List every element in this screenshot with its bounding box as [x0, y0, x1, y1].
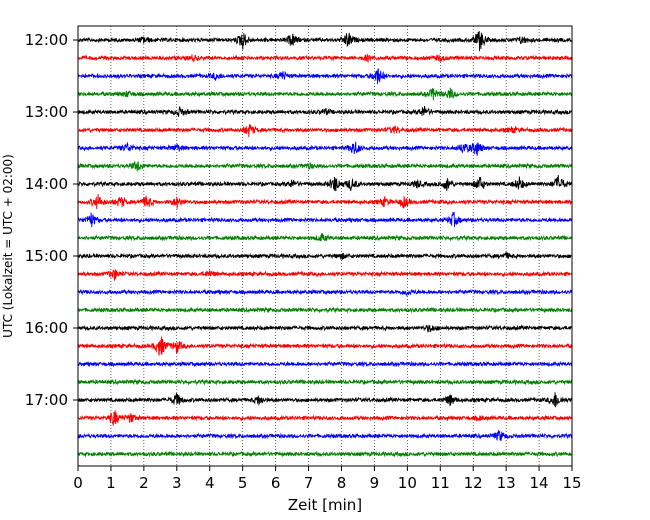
vertical-grid-lines	[110, 26, 540, 466]
y-tick-label: 13:00	[25, 103, 68, 121]
x-tick-label: 2	[139, 474, 149, 492]
trace-1545	[77, 306, 573, 314]
x-tick-label: 14	[530, 474, 549, 492]
x-tick-label: 4	[205, 474, 215, 492]
y-tick-label: 16:00	[25, 319, 68, 337]
x-tick-label: 1	[106, 474, 116, 492]
trace-1400	[77, 174, 573, 192]
x-tick-label: 7	[304, 474, 314, 492]
trace-1415	[77, 194, 573, 210]
trace-1630	[77, 360, 573, 368]
x-tick-label: 11	[431, 474, 450, 492]
trace-1530	[77, 288, 573, 298]
trace-1200	[77, 30, 573, 52]
x-axis-label: Zeit [min]	[288, 496, 362, 514]
trace-1330	[77, 141, 573, 156]
x-tick-label: 9	[370, 474, 380, 492]
y-axis-label: UTC (Lokalzeit = UTC + 02:00)	[1, 154, 15, 338]
trace-1600	[77, 324, 573, 333]
trace-1700	[77, 392, 573, 408]
x-tick-label: 15	[562, 474, 581, 492]
trace-1715	[77, 410, 573, 426]
x-tick-label: 8	[337, 474, 347, 492]
trace-1215	[77, 54, 573, 64]
trace-1430	[77, 211, 573, 228]
trace-1245	[77, 87, 573, 101]
trace-1230	[77, 68, 573, 85]
trace-1615	[77, 336, 573, 356]
trace-1345	[77, 161, 573, 172]
x-tick-label: 12	[464, 474, 483, 492]
x-tick-label: 13	[497, 474, 516, 492]
y-tick-label: 12:00	[25, 31, 68, 49]
trace-1300	[77, 105, 573, 117]
seismogram-traces	[77, 30, 573, 458]
y-tick-label: 14:00	[25, 175, 68, 193]
x-axis-ticks: 0 1 2 3 4 5 6 7 8 9 10 11 12 13 14 15	[73, 466, 582, 492]
plot-frame	[77, 25, 573, 467]
y-tick-label: 15:00	[25, 247, 68, 265]
trace-1315	[77, 123, 573, 138]
x-tick-label: 6	[271, 474, 281, 492]
x-tick-label: 10	[398, 474, 417, 492]
y-tick-label: 17:00	[25, 391, 68, 409]
trace-1645	[77, 378, 573, 386]
x-tick-label: 3	[172, 474, 182, 492]
trace-1500	[77, 252, 573, 260]
x-tick-label: 5	[238, 474, 248, 492]
trace-1730	[77, 430, 573, 441]
trace-1745	[77, 450, 573, 458]
trace-1515	[77, 269, 573, 281]
y-axis-ticks: 12:00 13:00 14:00 15:00 16:00 17:00	[25, 31, 78, 409]
trace-1445	[77, 233, 573, 242]
x-tick-label: 0	[73, 474, 83, 492]
